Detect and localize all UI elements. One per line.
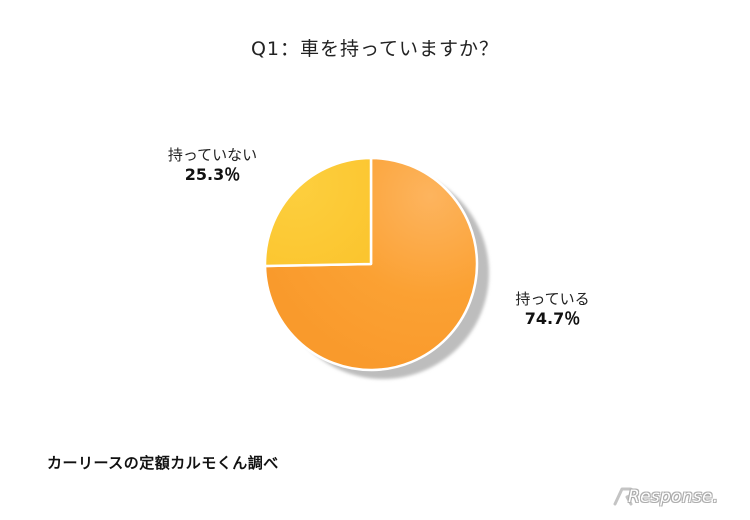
chart-title: Q1：車を持っていますか？ [250,38,500,60]
slice-value-not-owned: 25.3％ [184,164,241,184]
response-watermark: Response. [612,484,742,514]
slice-value-owned: 74.7％ [524,308,581,328]
pie-slice-not-owned [263,156,373,268]
pie-slices [263,156,479,372]
slice-name-owned: 持っている [515,290,590,308]
watermark-text: Response. [628,487,719,507]
pie-slice-owned [263,156,479,372]
source-note: カーリースの定額カルモくん調べ [47,454,279,472]
slice-name-not-owned: 持っていない [167,146,258,164]
slice-label-owned: 持っている 74.7％ [500,290,605,329]
response-logo-icon [613,487,634,506]
slice-label-not-owned: 持っていない 25.3％ [150,146,275,185]
